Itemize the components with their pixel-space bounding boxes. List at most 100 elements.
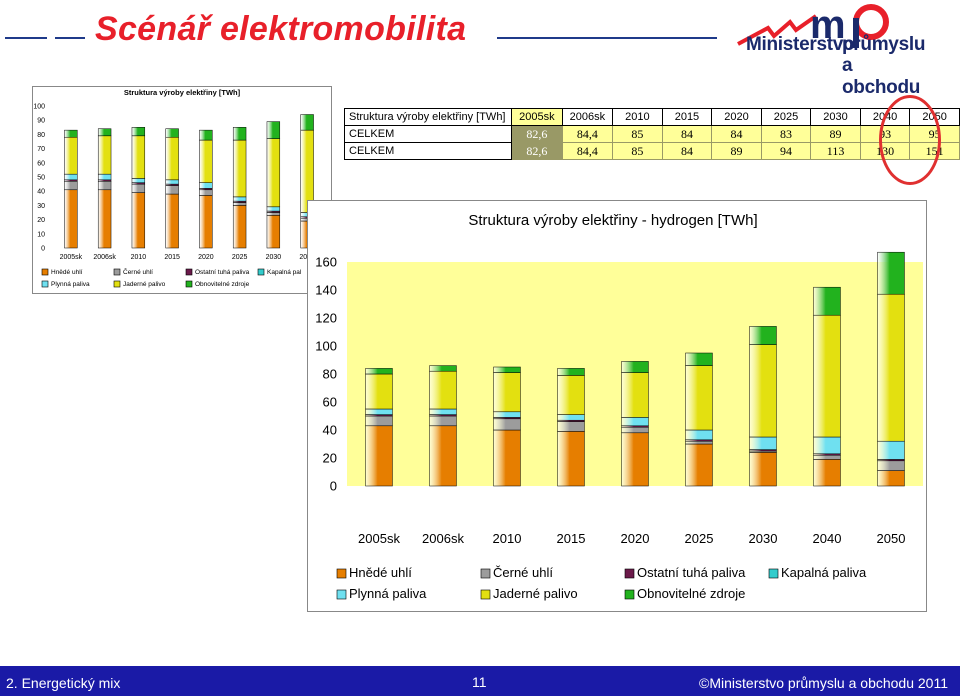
legend-label: Kapalná paliva [781,565,867,580]
x-tick-label: 2040 [813,531,842,546]
bar-segment [493,372,521,413]
legend-swatch [768,568,779,579]
table-cell: 89 [711,142,762,160]
table-cell: 94 [760,142,812,160]
bar-segment [877,440,905,460]
chart-title: Struktura výroby elektřiny [TWh] [124,88,241,97]
bar-segment [199,189,213,196]
bar-segment [813,436,841,455]
bar-segment [685,365,713,431]
bar-segment [131,135,146,179]
y-tick-label: 50 [37,174,45,181]
x-tick-label: 2050 [877,531,906,546]
bar-segment [97,189,112,249]
y-tick-label: 80 [323,367,337,382]
bar-segment [165,128,179,138]
bar-segment [232,205,247,249]
bar-segment [493,418,521,431]
summary-table: Struktura výroby elektřiny [TWh] 2005sk … [343,108,960,160]
x-tick-label: 2025 [232,254,248,261]
y-tick-label: 60 [323,395,337,410]
legend-label: Hnědé uhlí [349,565,412,580]
table-cell: 83 [760,125,812,143]
legend-label: Obnovitelné zdroje [195,281,250,288]
table-year: 2025 [760,108,812,126]
bar-segment [199,182,213,189]
slide-title: Scénář elektromobilita [95,10,467,48]
legend-swatch [185,268,193,276]
y-tick-label: 140 [315,283,337,298]
bar-segment [165,136,179,181]
table-year: 2006sk [561,108,614,126]
y-tick-label: 0 [41,245,45,252]
bar-segment [64,129,78,138]
y-tick-label: 120 [315,311,337,326]
y-tick-label: 10 [37,231,45,238]
bar-segment [300,114,314,131]
bar-segment [232,202,247,206]
legend-label: Jaderné palivo [493,586,578,601]
table-year: 2030 [810,108,861,126]
bar-segment [621,361,649,373]
table-year: 2005sk [511,108,563,126]
legend-label: Plynná paliva [51,281,90,288]
legend-swatch [41,280,49,288]
bar-segment [685,440,713,445]
logo-line-2: průmyslu [842,34,926,55]
legend-swatch [41,268,49,276]
bar-segment [557,375,585,415]
y-tick-label: 160 [315,255,337,270]
table-cell: 84,4 [561,142,614,160]
bar-segment [232,139,247,198]
table-row: CELKEM 82,6 84,4 85 84 89 94 113 130 151 [343,142,960,160]
y-tick-label: 70 [37,146,45,153]
y-tick-label: 20 [37,217,45,224]
legend-swatch [480,589,491,600]
x-tick-label: 2020 [621,531,650,546]
footer-bar: 2. Energetický mix 11 ©Ministerstvo prům… [0,666,960,696]
bar-segment [365,415,393,427]
bar-segment [232,127,247,141]
legend-swatch [185,280,193,288]
y-tick-label: 20 [323,451,337,466]
bar-segment [621,426,649,434]
bar-segment [493,411,521,418]
legend-label: Jaderné palivo [123,281,166,288]
header-line-mid [55,37,85,39]
header-line-left [5,37,47,39]
bar-segment [165,179,179,185]
bar-segment [97,181,112,191]
y-tick-label: 100 [33,103,45,110]
chart-frame [32,86,332,294]
bar-segment [749,436,777,450]
legend-label: Obnovitelné zdroje [637,586,745,601]
x-tick-label: 2010 [131,254,147,261]
bar-segment [199,129,213,141]
bar-segment [266,212,281,216]
bar-segment [749,344,777,438]
bar-segment [266,121,281,139]
legend-swatch [480,568,491,579]
bar-segment [621,372,649,418]
legend-label: Černé uhlí [493,565,553,580]
bar-segment [429,408,457,415]
bar-segment [64,189,78,249]
bar-segment [365,408,393,415]
table-cell: 82,6 [511,142,563,160]
table-cell: 82,6 [511,125,563,143]
bar-segment [749,452,777,487]
table-row-label: CELKEM [343,125,513,143]
x-tick-label: 2030 [266,254,282,261]
y-tick-label: 100 [315,339,337,354]
table-cell: 84 [661,142,713,160]
x-tick-label: 2006sk [422,531,464,546]
footer-section: 2. Energetický mix [6,675,121,691]
legend-swatch [113,280,121,288]
bar-segment [493,429,521,487]
bar-segment [685,443,713,487]
x-tick-label: 2015 [557,531,586,546]
legend-swatch [113,268,121,276]
y-tick-label: 30 [37,203,45,210]
bar-segment [232,196,247,202]
bar-segment [365,373,393,410]
